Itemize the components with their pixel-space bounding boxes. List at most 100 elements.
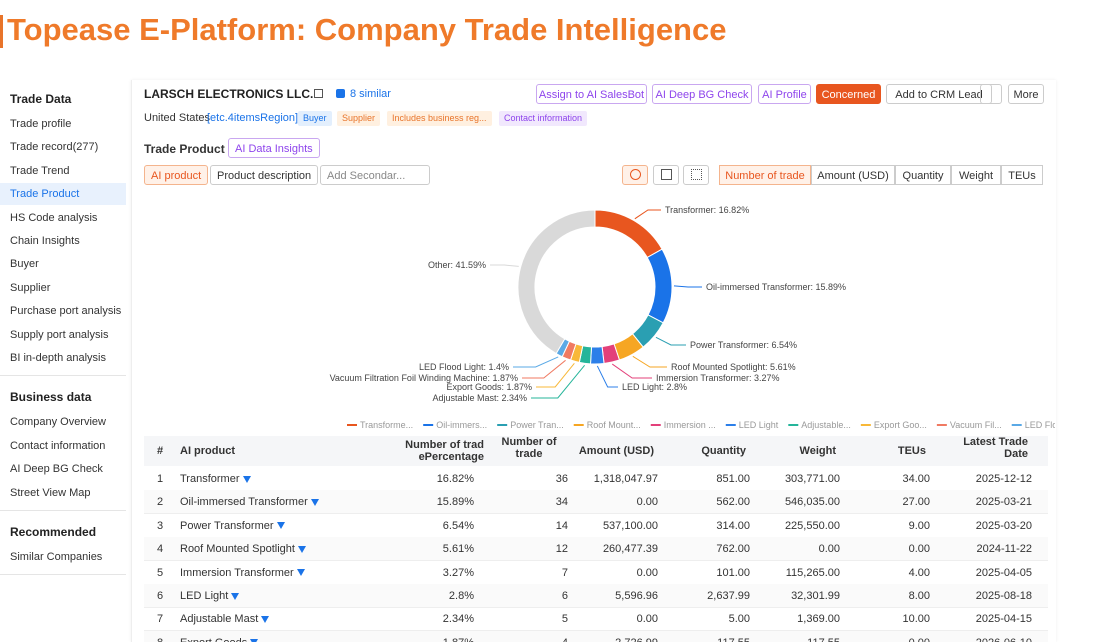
legend-label: Roof Mount... <box>587 420 641 430</box>
filter-icon[interactable] <box>310 498 319 506</box>
sidebar-item[interactable]: Chain Insights <box>10 235 80 247</box>
table-cell: 0.00 <box>850 637 930 642</box>
table-cell: 4 <box>156 543 164 556</box>
table-row <box>144 584 1048 608</box>
sidebar-item[interactable]: Buyer <box>10 258 39 271</box>
donut-chart: Transformer: 16.82% Oil-immersed Transfor… <box>330 205 1055 430</box>
action-button[interactable]: More <box>1008 84 1044 104</box>
table-cell: 537,100.00 <box>602 519 658 532</box>
table-cell: 8 <box>144 637 176 642</box>
legend-label: Immersion ... <box>664 420 716 430</box>
table-cell: 2025-03-20 <box>975 519 1032 532</box>
sidebar-item[interactable]: Street View Map <box>10 486 91 499</box>
metric-tab[interactable]: Weight <box>951 165 1001 185</box>
column-header[interactable]: Quantity <box>701 445 746 457</box>
slice-label: Power Transformer: 6.54% <box>690 340 797 350</box>
similar-link[interactable]: 8 similar <box>350 88 391 100</box>
sidebar-item[interactable]: Supply port analysis <box>10 328 109 341</box>
leader-line <box>513 356 559 368</box>
sidebar-item[interactable]: BI in-depth analysis <box>10 352 106 364</box>
table-cell: Transformer <box>180 473 376 485</box>
country: United States <box>144 112 211 124</box>
legend-label: LED Flood ... <box>1025 420 1055 430</box>
table-cell: 2025-04-05 <box>975 566 1032 579</box>
column-header: # <box>156 445 164 457</box>
tab[interactable]: AI product <box>144 165 209 185</box>
slice-label: Other: 41.59% <box>428 260 486 270</box>
sidebar-item[interactable]: AI Deep BG Check <box>10 463 103 476</box>
filter-icon[interactable] <box>231 592 240 600</box>
leader-line <box>596 365 618 388</box>
slice-label: Roof Mounted Spotlight: 5.61% <box>671 362 796 372</box>
column-header[interactable]: TEUs <box>897 445 926 457</box>
sidebar-item[interactable]: HS Code analysis <box>10 211 98 224</box>
tab[interactable]: Product description <box>210 165 319 185</box>
table-cell: 851.00 <box>716 473 750 485</box>
pie-view-button[interactable] <box>622 165 648 185</box>
metric-tab[interactable]: Amount (USD) <box>811 165 895 185</box>
column-header[interactable]: Number of trade <box>501 436 557 460</box>
legend-label: Oil-immers... <box>436 420 487 430</box>
action-button[interactable]: Assign to AI SalesBot <box>536 84 647 104</box>
filter-icon[interactable] <box>250 639 259 642</box>
table-cell: 1 <box>156 473 164 485</box>
table-cell: 762.00 <box>716 543 750 556</box>
table-cell: 14 <box>555 519 568 532</box>
column-header[interactable]: Latest Trade Date <box>963 436 1028 460</box>
title-bar <box>0 15 3 48</box>
table-cell: 2025-04-15 <box>975 613 1032 626</box>
sidebar-item[interactable]: Trade profile <box>10 118 72 130</box>
region-link[interactable]: [etc.4itemsRegion] <box>207 112 299 124</box>
action-button[interactable]: Concerned <box>816 84 881 104</box>
dropdown-toggle[interactable] <box>980 84 1002 104</box>
leader-line <box>490 264 519 267</box>
sidebar-item[interactable]: Contact information <box>10 439 106 452</box>
metric-tab[interactable]: TEUs <box>1001 165 1043 185</box>
action-button[interactable]: AI Profile <box>758 84 811 104</box>
metric-tab[interactable]: Quantity <box>895 165 951 185</box>
metric-tab[interactable]: Number of trade <box>719 165 811 185</box>
table-cell: 9.00 <box>908 519 930 532</box>
table-cell: 7 <box>561 566 568 579</box>
layout-view-button[interactable] <box>653 165 679 185</box>
table-cell: 546,035.00 <box>784 496 840 509</box>
leader-line <box>522 359 566 379</box>
table-cell: Roof Mounted Spotlight <box>180 543 376 555</box>
filter-icon[interactable] <box>261 615 270 623</box>
sidebar-item[interactable]: Supplier <box>10 281 51 294</box>
table-cell: 117.55 <box>668 637 750 642</box>
add-select[interactable]: Add Secondar... <box>320 165 430 185</box>
filter-icon[interactable] <box>296 569 305 577</box>
ai-insights-button[interactable]: AI Data Insights <box>228 138 320 158</box>
action-button[interactable]: Add to CRM Lead <box>886 84 992 104</box>
copy-icon[interactable] <box>314 89 323 98</box>
sidebar: Trade Data Trade profile Trade record(277)… <box>0 80 126 642</box>
table-cell: 36 <box>555 473 568 485</box>
column-header[interactable]: Amount (USD) <box>578 445 654 457</box>
table-cell: 225,550.00 <box>784 519 840 532</box>
table-view-button[interactable] <box>683 165 709 185</box>
action-button[interactable]: AI Deep BG Check <box>652 84 752 104</box>
column-header[interactable]: Weight <box>799 445 836 457</box>
donut-segment <box>589 346 605 365</box>
column-header[interactable]: Number of tradePercentage <box>405 439 484 463</box>
filter-icon[interactable] <box>297 545 306 553</box>
sidebar-item[interactable]: Trade record(277) <box>10 141 99 154</box>
sidebar-item[interactable]: Purchase port analysis <box>10 305 122 318</box>
filter-icon[interactable] <box>276 522 285 530</box>
sidebar-item[interactable]: Trade Product <box>0 183 126 206</box>
table-cell: 0.00 <box>636 496 658 509</box>
sidebar-heading: Recommended <box>10 525 97 539</box>
leader-line <box>632 355 667 368</box>
sidebar-item[interactable]: Trade Trend <box>10 164 70 177</box>
section-title: Trade Product <box>144 142 225 156</box>
filter-icon[interactable] <box>242 475 251 483</box>
table-cell: 34.00 <box>902 473 930 485</box>
sidebar-item[interactable]: Similar Companies <box>10 551 103 563</box>
table-cell: 27.00 <box>902 496 930 509</box>
sidebar-item[interactable]: Company Overview <box>10 416 106 429</box>
table-cell: 2025-08-18 <box>975 590 1032 602</box>
table-cell: Export Goods <box>180 637 376 642</box>
legend-label: Export Goo... <box>874 420 927 430</box>
